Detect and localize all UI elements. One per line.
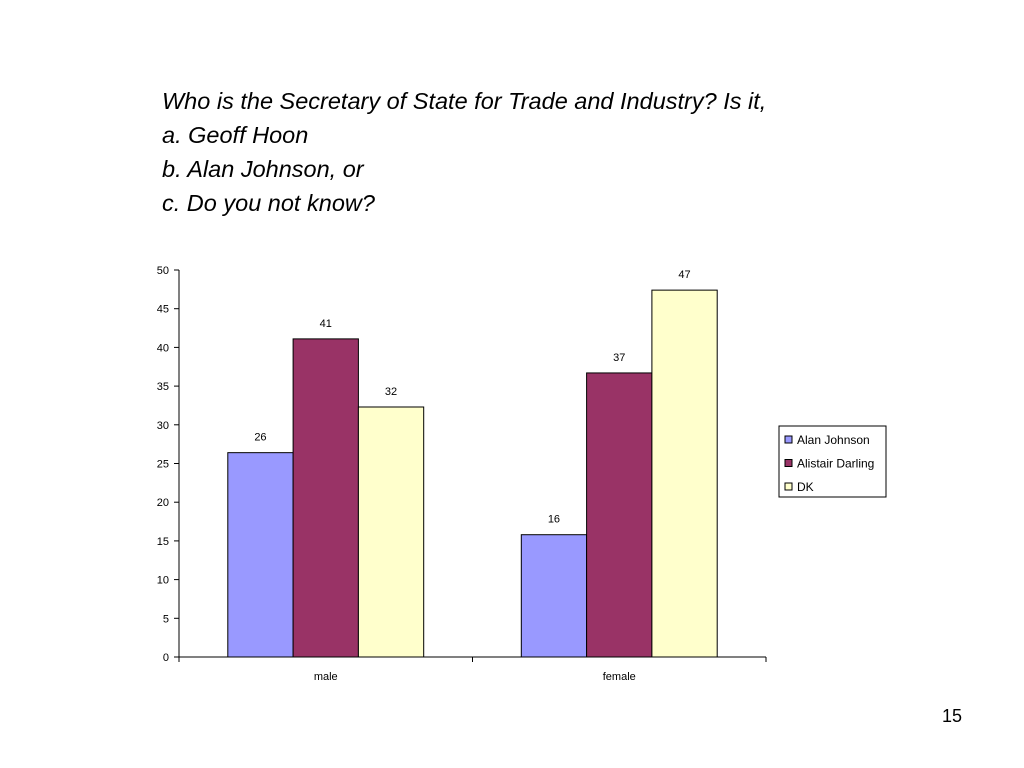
bar-alan-johnson-male bbox=[227, 452, 294, 658]
slide-number: 15 bbox=[941, 706, 962, 726]
title-line-option-c: c. Do you not know? bbox=[162, 190, 375, 216]
legend-swatch bbox=[784, 435, 793, 444]
legend-entry-label: DK bbox=[797, 480, 814, 494]
data-label: 37 bbox=[613, 352, 625, 364]
y-tick-label: 10 bbox=[157, 575, 169, 587]
bar-dk-female bbox=[651, 289, 718, 658]
data-label: 41 bbox=[320, 318, 332, 330]
y-tick-label: 50 bbox=[157, 265, 169, 277]
x-category-label: male bbox=[314, 671, 338, 683]
y-tick-label: 0 bbox=[163, 652, 169, 664]
legend-entry-label: Alan Johnson bbox=[797, 433, 870, 447]
legend-box bbox=[778, 425, 887, 498]
data-label: 32 bbox=[385, 386, 397, 398]
bar-alan-johnson-female bbox=[520, 534, 588, 658]
legend-entry-label: Alistair Darling bbox=[797, 457, 874, 471]
data-label: 47 bbox=[678, 269, 690, 281]
bar-dk-male bbox=[357, 406, 425, 658]
x-axis: male female bbox=[178, 656, 767, 683]
y-tick-label: 30 bbox=[157, 420, 169, 432]
x-category-label: female bbox=[603, 671, 636, 683]
y-tick-label: 25 bbox=[157, 459, 169, 471]
y-tick-label: 20 bbox=[157, 497, 169, 509]
y-tick-label: 40 bbox=[157, 342, 169, 354]
y-tick-label: 5 bbox=[163, 613, 169, 625]
y-axis: 0 5 10 15 20 25 30 35 40 45 50 bbox=[157, 265, 180, 664]
data-label: 26 bbox=[254, 432, 266, 444]
legend-swatch bbox=[784, 459, 793, 467]
data-label: 16 bbox=[548, 514, 560, 526]
legend-swatch bbox=[784, 482, 793, 491]
data-labels: 26 16 41 37 32 47 bbox=[254, 269, 690, 526]
title-line-option-b: b. Alan Johnson, or bbox=[162, 156, 364, 182]
title-line-option-a: a. Geoff Hoon bbox=[162, 122, 309, 148]
y-tick-label: 45 bbox=[157, 304, 169, 316]
bars bbox=[227, 289, 718, 658]
y-tick-label: 15 bbox=[157, 536, 169, 548]
y-tick-label: 35 bbox=[157, 381, 169, 393]
legend: Alan Johnson Alistair Darling DK bbox=[778, 425, 887, 498]
title-line-question: Who is the Secretary of State for Trade … bbox=[162, 88, 767, 114]
bar-alistair-darling-male bbox=[292, 338, 359, 658]
bar-alistair-darling-female bbox=[586, 372, 653, 658]
slide-title: Who is the Secretary of State for Trade … bbox=[162, 84, 962, 220]
